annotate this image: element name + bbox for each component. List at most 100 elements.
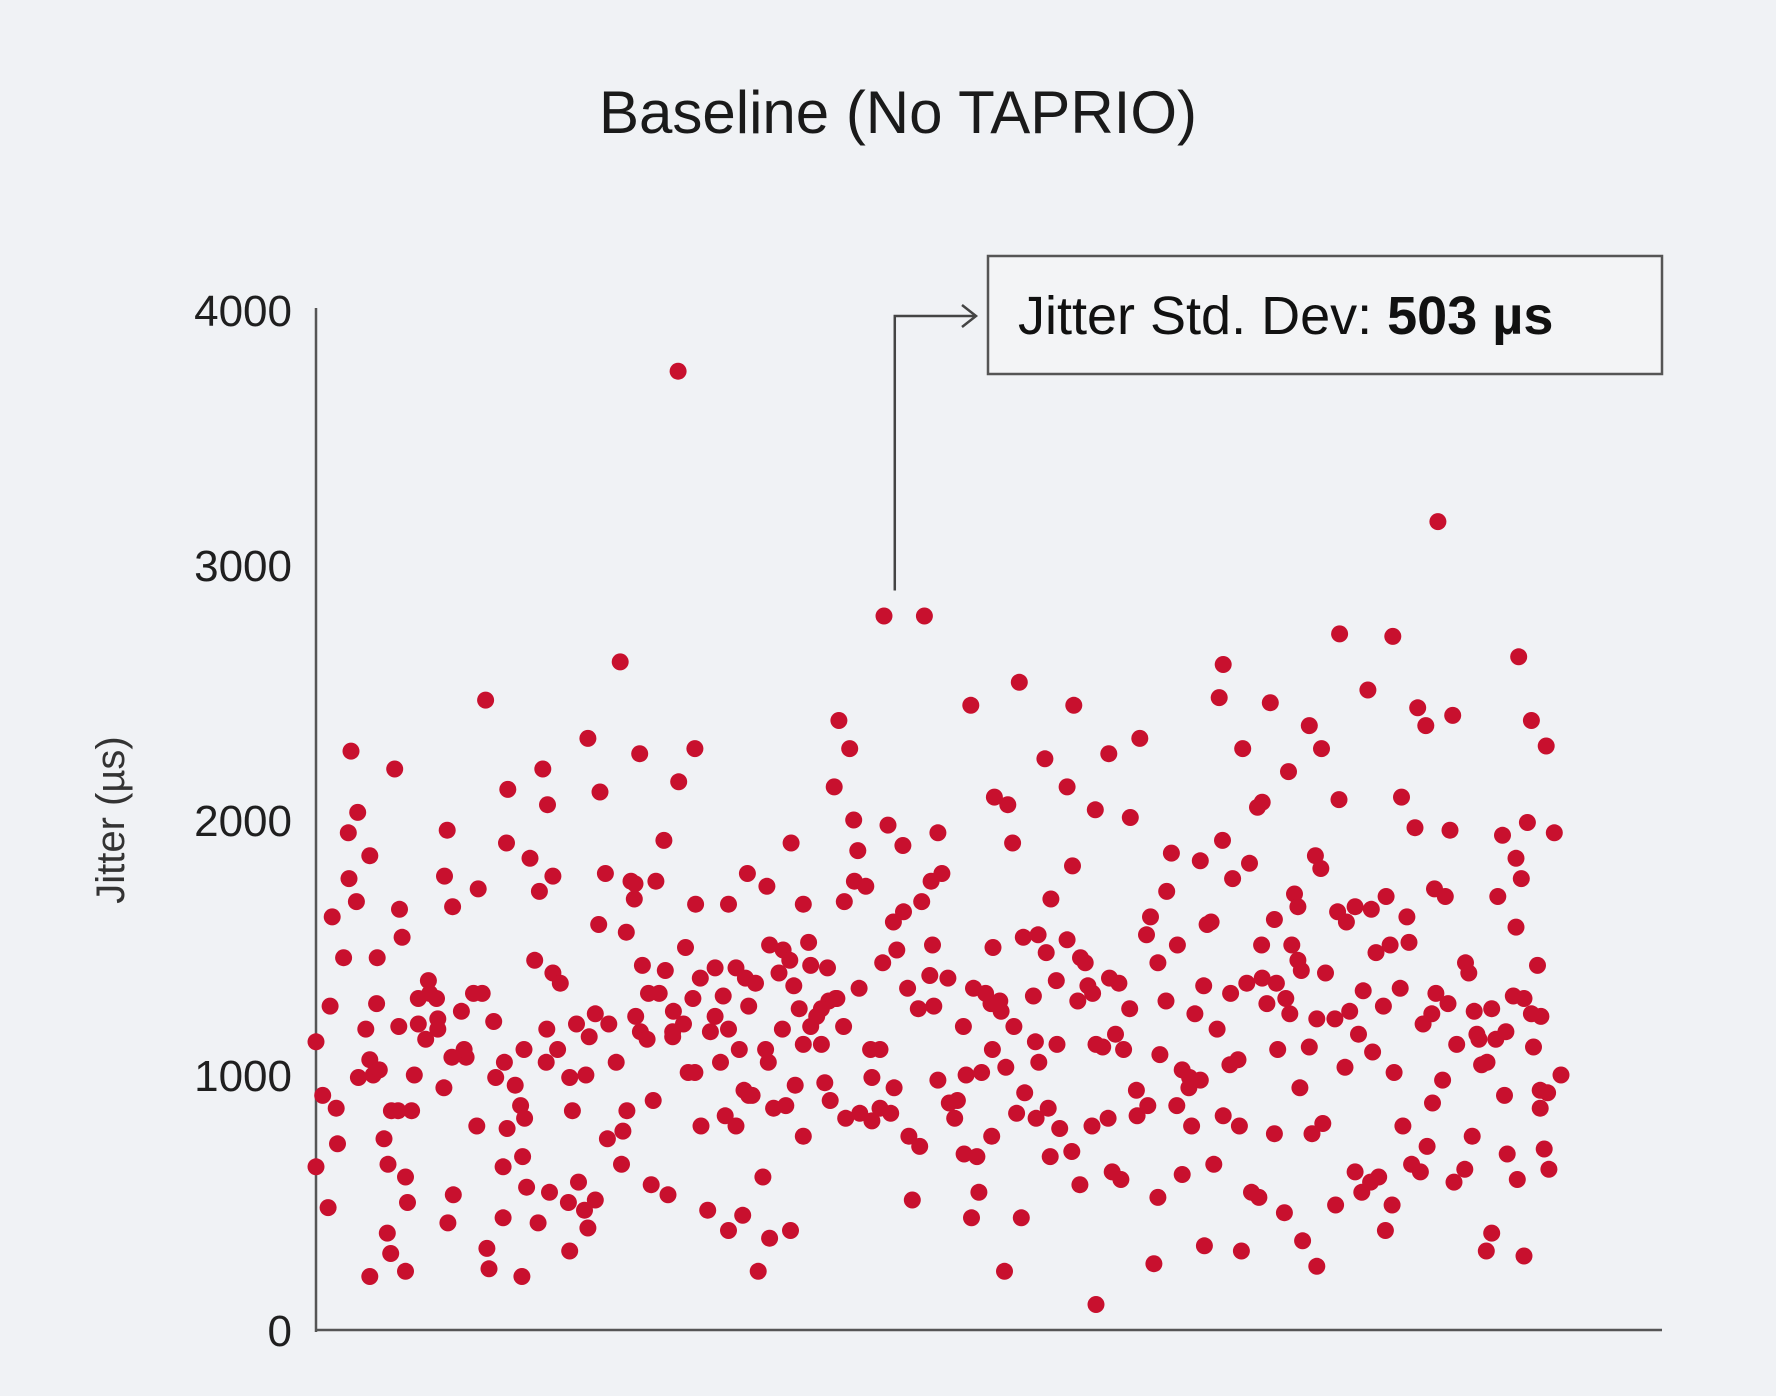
- y-axis-label: Jitter (µs): [89, 736, 133, 903]
- data-point: [494, 1158, 512, 1176]
- data-point: [946, 1109, 964, 1127]
- data-point: [882, 1104, 900, 1122]
- annotation-value: 503 µs: [1387, 286, 1553, 346]
- data-point: [929, 824, 947, 842]
- data-point: [1507, 918, 1525, 936]
- data-point: [1294, 1232, 1312, 1250]
- data-point: [1346, 898, 1364, 916]
- data-point: [438, 821, 456, 839]
- data-point: [1234, 740, 1252, 758]
- data-point: [1058, 778, 1076, 796]
- data-point: [983, 1041, 1001, 1058]
- data-point: [1208, 1020, 1226, 1038]
- data-point: [611, 653, 629, 671]
- data-point: [598, 1130, 616, 1148]
- data-point: [1362, 900, 1380, 918]
- data-point: [825, 778, 843, 796]
- data-point: [1158, 882, 1176, 900]
- data-point: [409, 990, 427, 1007]
- data-point: [691, 969, 709, 987]
- data-point: [1512, 870, 1530, 888]
- data-point: [541, 1183, 558, 1201]
- data-point: [761, 1229, 779, 1247]
- data-point: [1313, 740, 1330, 758]
- data-point: [559, 1194, 577, 1211]
- data-point: [506, 1076, 524, 1094]
- data-point: [970, 1183, 988, 1201]
- data-point: [342, 742, 360, 760]
- data-point: [1195, 1237, 1213, 1255]
- data-point: [1127, 1081, 1145, 1099]
- data-point: [812, 1000, 830, 1018]
- data-point: [1076, 954, 1094, 972]
- data-point: [626, 875, 644, 893]
- data-point: [1071, 1176, 1089, 1194]
- data-point: [738, 865, 756, 882]
- data-point: [903, 1191, 921, 1209]
- data-point: [513, 1268, 531, 1285]
- data-point: [706, 959, 724, 977]
- data-point: [963, 1209, 980, 1227]
- data-point: [515, 1041, 533, 1058]
- data-point: [1463, 1127, 1481, 1145]
- data-point: [391, 900, 408, 918]
- data-point: [323, 908, 341, 926]
- data-point: [740, 1086, 758, 1104]
- data-point: [579, 1219, 597, 1237]
- stddev-annotation: Jitter Std. Dev: 503 µs: [893, 254, 1664, 591]
- data-point: [521, 849, 539, 867]
- data-point: [773, 1020, 791, 1038]
- data-point: [642, 1176, 660, 1194]
- data-point: [1086, 801, 1104, 819]
- data-point: [1498, 1145, 1516, 1163]
- data-point: [452, 1002, 470, 1020]
- data-point: [1359, 681, 1377, 699]
- data-point: [734, 1206, 752, 1224]
- data-point: [656, 962, 674, 979]
- data-point: [561, 1069, 579, 1086]
- data-point: [812, 1035, 830, 1053]
- data-point: [1026, 1033, 1044, 1051]
- data-point: [782, 1222, 799, 1239]
- data-point: [600, 1015, 618, 1033]
- data-point: [699, 1201, 717, 1219]
- data-point: [1393, 788, 1410, 806]
- data-point: [576, 1201, 593, 1219]
- data-point: [1478, 1053, 1496, 1071]
- data-point: [1510, 648, 1528, 666]
- data-point: [863, 1112, 881, 1130]
- data-point: [1250, 1188, 1268, 1206]
- data-point: [1381, 936, 1399, 954]
- data-point: [529, 1214, 547, 1232]
- data-point: [1494, 826, 1511, 844]
- data-point: [863, 1069, 881, 1086]
- data-point: [1168, 1097, 1186, 1115]
- data-point: [633, 956, 651, 974]
- data-point: [962, 696, 980, 714]
- data-point: [1094, 1038, 1112, 1056]
- data-point: [900, 1127, 918, 1145]
- data-point: [1300, 1038, 1318, 1056]
- data-point: [516, 1109, 534, 1127]
- data-point: [933, 865, 951, 882]
- data-point: [1283, 936, 1301, 954]
- data-point: [617, 923, 635, 941]
- data-point: [650, 984, 668, 1002]
- data-point: [747, 974, 764, 992]
- data-point: [1300, 717, 1318, 735]
- data-point: [1230, 1117, 1248, 1135]
- data-point: [361, 1268, 379, 1285]
- data-point: [1465, 1002, 1483, 1020]
- data-point: [389, 1102, 407, 1120]
- data-point: [837, 1109, 855, 1127]
- data-point: [849, 842, 867, 860]
- data-point: [1157, 992, 1175, 1010]
- data-point: [727, 1117, 745, 1135]
- data-point: [1292, 962, 1310, 979]
- data-point: [828, 990, 846, 1007]
- data-point: [1183, 1117, 1201, 1135]
- data-point: [655, 831, 673, 849]
- data-point: [955, 1145, 973, 1163]
- data-point: [361, 847, 379, 865]
- data-point: [1327, 1196, 1345, 1214]
